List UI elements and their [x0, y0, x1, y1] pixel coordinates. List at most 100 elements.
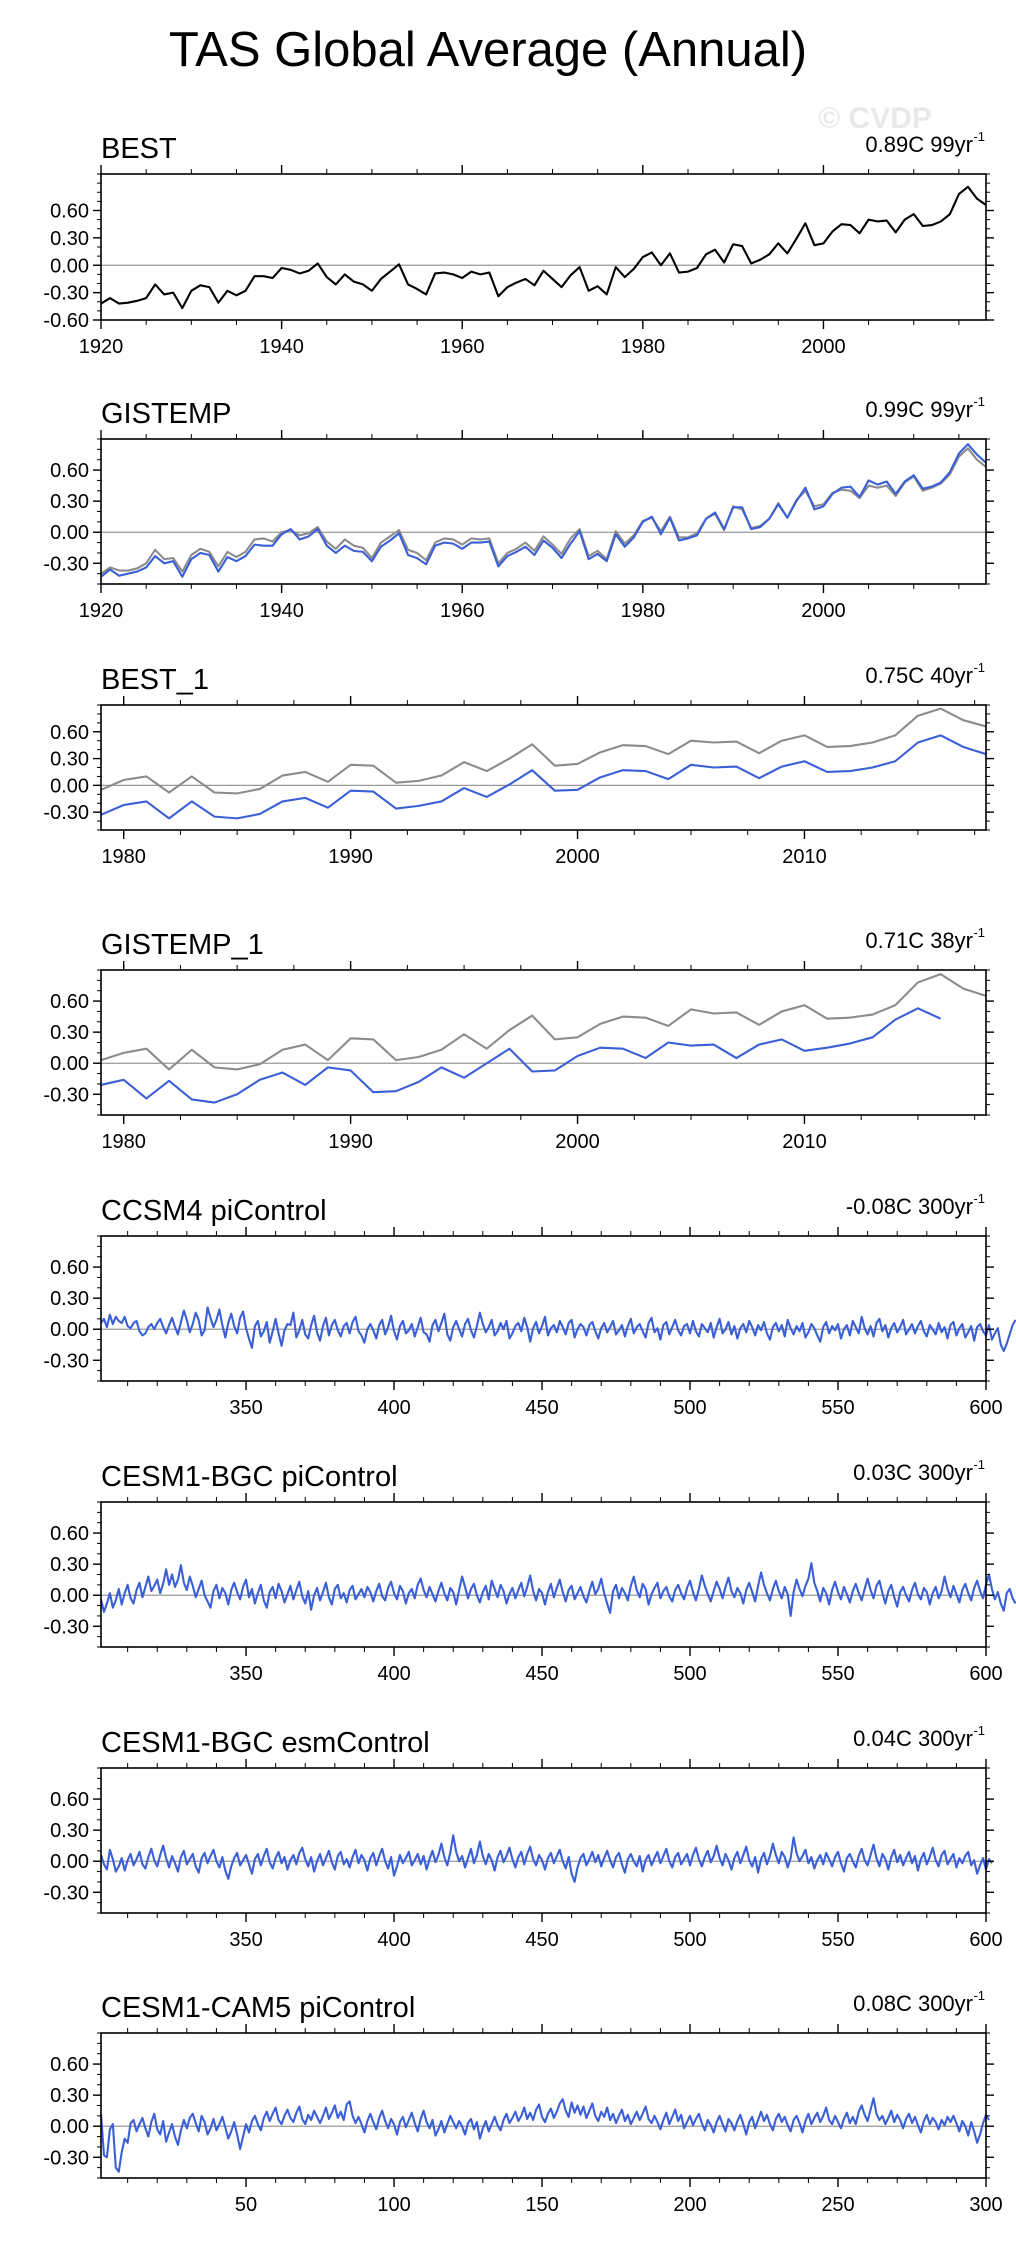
series-line-0 [100, 973, 987, 1071]
x-tick-label: 200 [673, 2194, 706, 2216]
x-tick-label: 350 [229, 1929, 262, 1951]
series-line-0 [99, 1834, 993, 1883]
x-tick-label: 550 [821, 1929, 854, 1951]
y-tick-label: 0.30 [50, 228, 89, 250]
y-tick-label: 0.30 [50, 1554, 89, 1576]
y-tick-label: 0.00 [50, 2116, 89, 2138]
y-tick-label: -0.30 [43, 283, 89, 305]
y-tick-label: 0.60 [50, 1789, 89, 1811]
panel-title: CESM1-CAM5 piControl [101, 1992, 415, 2024]
x-tick-label: 1940 [259, 336, 304, 358]
panel-title: GISTEMP_1 [101, 929, 264, 961]
panel-4: 0.60 0.30 0.00 -0.30 350 400 450 500 550 600 CCSM4… [43, 1191, 1016, 1419]
y-tick-label: 0.00 [50, 255, 89, 277]
y-tick-label: 0.60 [50, 1257, 89, 1279]
x-tick-label: 450 [525, 1929, 558, 1951]
panel-3: 0.60 0.30 0.00 -0.30 1980 1990 2000 2010 GISTEMP… [43, 925, 994, 1153]
panel-trend: 0.08C 300yr [853, 1991, 973, 2016]
panel-trend-superscript: -1 [973, 925, 985, 940]
series-line-0 [100, 1306, 1016, 1353]
x-tick-label: 1990 [328, 846, 373, 868]
y-tick-label: -0.30 [43, 2147, 89, 2169]
x-tick-label: 450 [525, 1663, 558, 1685]
x-tick-label: 250 [821, 2194, 854, 2216]
x-tick-label: 600 [969, 1397, 1002, 1419]
y-tick-label: 0.30 [50, 1022, 89, 1044]
panel-title: BEST_1 [101, 664, 209, 696]
panel-6: 0.60 0.30 0.00 -0.30 350 400 450 500 550 600 CESM1… [43, 1723, 1002, 1951]
y-tick-label: 0.30 [50, 1820, 89, 1842]
y-tick-label: -0.30 [43, 802, 89, 824]
y-tick-label: 0.60 [50, 2054, 89, 2076]
y-tick-label: 0.00 [50, 1851, 89, 1873]
series-line-1 [100, 443, 987, 578]
y-tick-label: 0.60 [50, 460, 89, 482]
panel-trend: 0.99C 99yr [865, 397, 973, 422]
panel-trend: 0.89C 99yr [865, 132, 973, 157]
x-tick-label: 1960 [440, 336, 485, 358]
x-tick-label: 1980 [621, 336, 666, 358]
series-line-0 [100, 185, 987, 310]
x-tick-label: 300 [969, 2194, 1002, 2216]
y-tick-label: 0.30 [50, 2085, 89, 2107]
panel-title: BEST [101, 133, 177, 165]
panel-title: GISTEMP [101, 398, 232, 430]
y-tick-label: 0.60 [50, 1523, 89, 1545]
y-tick-label: 0.60 [50, 722, 89, 744]
x-tick-label: 550 [821, 1663, 854, 1685]
y-tick-label: 0.30 [50, 1288, 89, 1310]
series-line-0 [100, 707, 987, 795]
x-tick-label: 1990 [328, 1131, 373, 1153]
x-tick-label: 400 [377, 1397, 410, 1419]
cvdp-watermark: © CVDP [818, 102, 932, 135]
x-tick-label: 350 [229, 1397, 262, 1419]
series-line-1 [100, 734, 987, 820]
x-tick-label: 2000 [801, 336, 846, 358]
x-tick-label: 1920 [79, 336, 124, 358]
x-tick-label: 1940 [259, 600, 304, 622]
y-tick-label: 0.60 [50, 991, 89, 1013]
y-tick-label: 0.00 [50, 1585, 89, 1607]
x-tick-label: 500 [673, 1663, 706, 1685]
panel-title: CCSM4 piControl [101, 1195, 327, 1227]
y-tick-label: 0.00 [50, 775, 89, 797]
x-tick-label: 400 [377, 1663, 410, 1685]
x-tick-label: 500 [673, 1929, 706, 1951]
y-tick-label: 0.30 [50, 491, 89, 513]
y-tick-label: -0.60 [43, 310, 89, 332]
y-tick-label: -0.30 [43, 1882, 89, 1904]
panel-5: 0.60 0.30 0.00 -0.30 350 400 450 500 550 600 CESM1… [43, 1457, 1016, 1685]
panel-trend-superscript: -1 [973, 394, 985, 409]
series-line-0 [99, 1562, 1016, 1617]
series-line-0 [99, 2097, 990, 2173]
x-tick-label: 2000 [801, 600, 846, 622]
y-tick-label: -0.30 [43, 553, 89, 575]
y-tick-label: 0.00 [50, 1053, 89, 1075]
panel-trend: 0.71C 38yr [865, 928, 973, 953]
panel-1: 0.60 0.30 0.00 -0.30 1920 1940 1960 1980 2000 GIS… [43, 394, 994, 622]
panel-trend-superscript: -1 [973, 1723, 985, 1738]
panel-trend: 0.75C 40yr [865, 663, 973, 688]
panel-trend-superscript: -1 [973, 1988, 985, 2003]
panel-trend-superscript: -1 [973, 660, 985, 675]
series-line-1 [100, 1007, 942, 1104]
x-tick-label: 1980 [621, 600, 666, 622]
panel-trend: 0.03C 300yr [853, 1460, 973, 1485]
y-tick-label: 0.60 [50, 201, 89, 223]
y-tick-label: 0.30 [50, 749, 89, 771]
x-tick-label: 350 [229, 1663, 262, 1685]
panel-0: 0.60 0.30 0.00 -0.30 -0.60 1920 1940 1960 1980 20… [43, 129, 994, 358]
panel-trend: -0.08C 300yr [846, 1194, 973, 1219]
y-tick-label: 0.00 [50, 522, 89, 544]
x-tick-label: 400 [377, 1929, 410, 1951]
x-tick-label: 1980 [101, 1131, 146, 1153]
panel-7: 0.60 0.30 0.00 -0.30 50 100 150 200 250 300 CESM1-… [43, 1988, 1002, 2216]
figure-title: TAS Global Average (Annual) [169, 23, 807, 77]
x-tick-label: 1980 [101, 846, 146, 868]
x-tick-label: 150 [525, 2194, 558, 2216]
x-tick-label: 450 [525, 1397, 558, 1419]
x-tick-label: 2000 [555, 846, 600, 868]
panel-trend: 0.04C 300yr [853, 1726, 973, 1751]
x-tick-label: 1920 [79, 600, 124, 622]
y-tick-label: -0.30 [43, 1084, 89, 1106]
